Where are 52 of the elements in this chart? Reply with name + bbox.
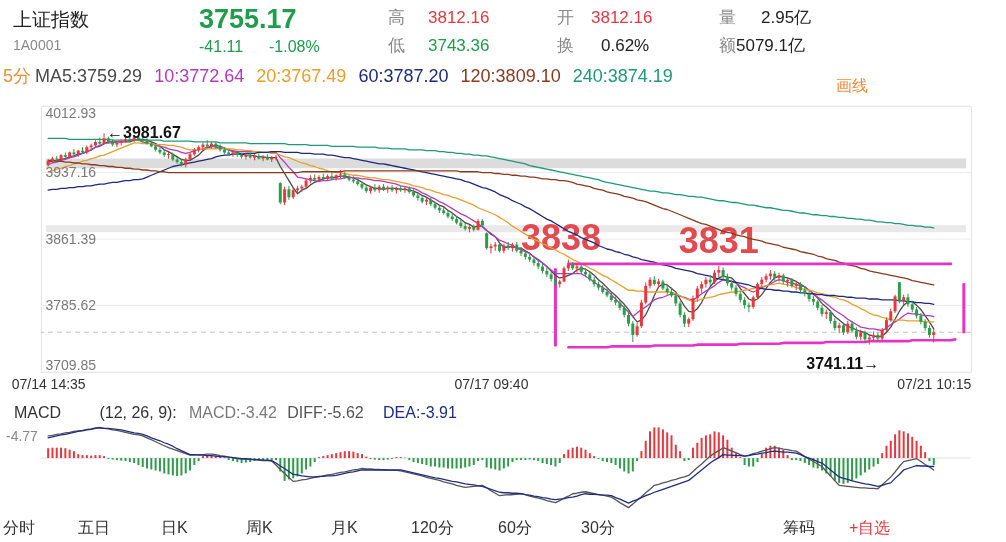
text: 60分 [498, 519, 532, 536]
text: 120:3809.10 [460, 66, 561, 86]
text: 2.95亿 [761, 8, 812, 27]
text: 20:3767.49 [256, 66, 347, 86]
text: 240:3874.19 [572, 66, 673, 86]
text: 3743.36 [428, 36, 490, 55]
text: 换 [557, 36, 574, 55]
legend-title: 5分 [3, 66, 32, 86]
text: -4.77 [6, 428, 39, 444]
text: +自选 [849, 519, 891, 536]
chart-title: MACD [14, 404, 62, 421]
text: 日K [161, 519, 188, 536]
text: MA5:3759.29 [35, 66, 143, 86]
text: 月K [331, 519, 358, 536]
text: 额 [719, 36, 736, 55]
text: DEA:-3.91 [383, 404, 457, 421]
text: 低 [388, 36, 405, 55]
text: 高 [388, 8, 405, 27]
annotation: ←3981.67 [107, 124, 181, 142]
text: 10:3772.64 [154, 66, 245, 86]
text: DIFF:-5.62 [287, 404, 364, 421]
text: 120分 [411, 519, 454, 536]
text: MACD:-3.42 [188, 404, 278, 421]
legend-title: (12, 26, 9): [99, 404, 177, 421]
x-tick-label: 07/21 10:15 [897, 375, 972, 392]
text: 1A0001 [13, 37, 62, 53]
annotation: 3741.11→ [806, 354, 880, 372]
x-tick-label: 07/14 14:35 [11, 375, 86, 392]
text: 5079.1亿 [736, 36, 805, 55]
text: 60:3787.20 [358, 66, 449, 86]
text: 3812.16 [428, 8, 490, 27]
text: 0.62% [601, 36, 650, 55]
y-tick-label: 3937.16 [45, 164, 97, 180]
text: 五日 [78, 519, 110, 536]
text: 画线 [836, 77, 868, 94]
text: 上证指数 [13, 9, 89, 30]
text: 开 [557, 8, 574, 27]
y-tick-label: 3861.39 [45, 230, 97, 247]
text: 周K [246, 519, 273, 536]
text: 筹码 [783, 519, 815, 536]
annotation: 3831 [678, 219, 759, 261]
text: 3812.16 [591, 8, 653, 27]
y-tick-label: 3709.85 [45, 356, 97, 373]
text: 3755.17 [199, 4, 297, 34]
text: 30分 [581, 519, 615, 536]
text: 量 [719, 8, 736, 27]
y-tick-label: 3785.62 [45, 297, 97, 313]
text: 分时 [3, 519, 35, 536]
text: -1.08% [269, 38, 320, 55]
y-tick-label: 4012.93 [45, 104, 97, 121]
text: -41.11 [199, 38, 244, 55]
x-tick-label: 07/17 09:40 [454, 375, 529, 392]
